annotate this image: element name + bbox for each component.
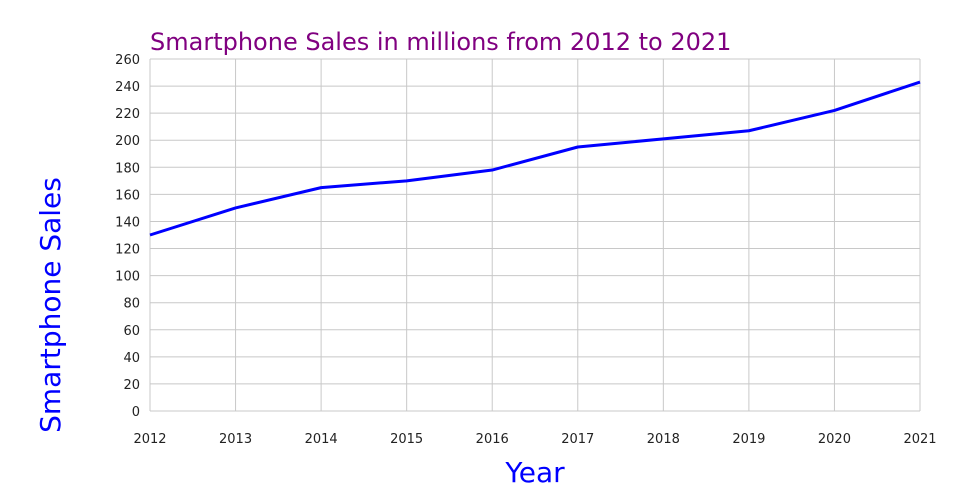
y-tick-label: 200 [115, 134, 140, 149]
y-tick-label: 80 [123, 297, 140, 312]
y-axis-label: Smartphone Sales [34, 177, 67, 433]
y-tick-label: 160 [115, 188, 140, 203]
series-group [149, 80, 921, 237]
x-tick-label: 2018 [647, 432, 680, 447]
x-tick-label: 2016 [476, 432, 509, 447]
x-axis-ticks: 2012 2013 2014 2015 2016 2017 2018 2019 2020 2021 [133, 432, 936, 447]
x-tick-label: 2017 [561, 432, 594, 447]
grid [149, 58, 921, 412]
chart-title: Smartphone Sales in millions from 2012 t… [150, 28, 731, 56]
y-tick-label: 60 [123, 324, 140, 339]
y-tick-label: 240 [115, 80, 140, 95]
x-tick-label: 2015 [390, 432, 423, 447]
y-tick-label: 0 [132, 405, 140, 420]
x-tick-label: 2019 [732, 432, 765, 447]
y-tick-label: 220 [115, 107, 140, 122]
y-tick-label: 100 [115, 270, 140, 285]
x-tick-label: 2021 [903, 432, 936, 447]
y-tick-label: 120 [115, 243, 140, 258]
x-tick-label: 2013 [219, 432, 252, 447]
y-tick-label: 260 [115, 53, 140, 68]
x-axis-label: Year [504, 456, 565, 489]
y-tick-label: 40 [123, 351, 140, 366]
x-tick-label: 2014 [305, 432, 338, 447]
series-line [149, 80, 921, 237]
y-tick-label: 180 [115, 161, 140, 176]
y-axis-ticks: 0 20 40 60 80 100 120 140 160 180 200 220 240 260 [115, 53, 140, 420]
y-tick-label: 140 [115, 215, 140, 230]
x-tick-label: 2012 [133, 432, 166, 447]
x-tick-label: 2020 [818, 432, 851, 447]
y-tick-label: 20 [123, 378, 140, 393]
